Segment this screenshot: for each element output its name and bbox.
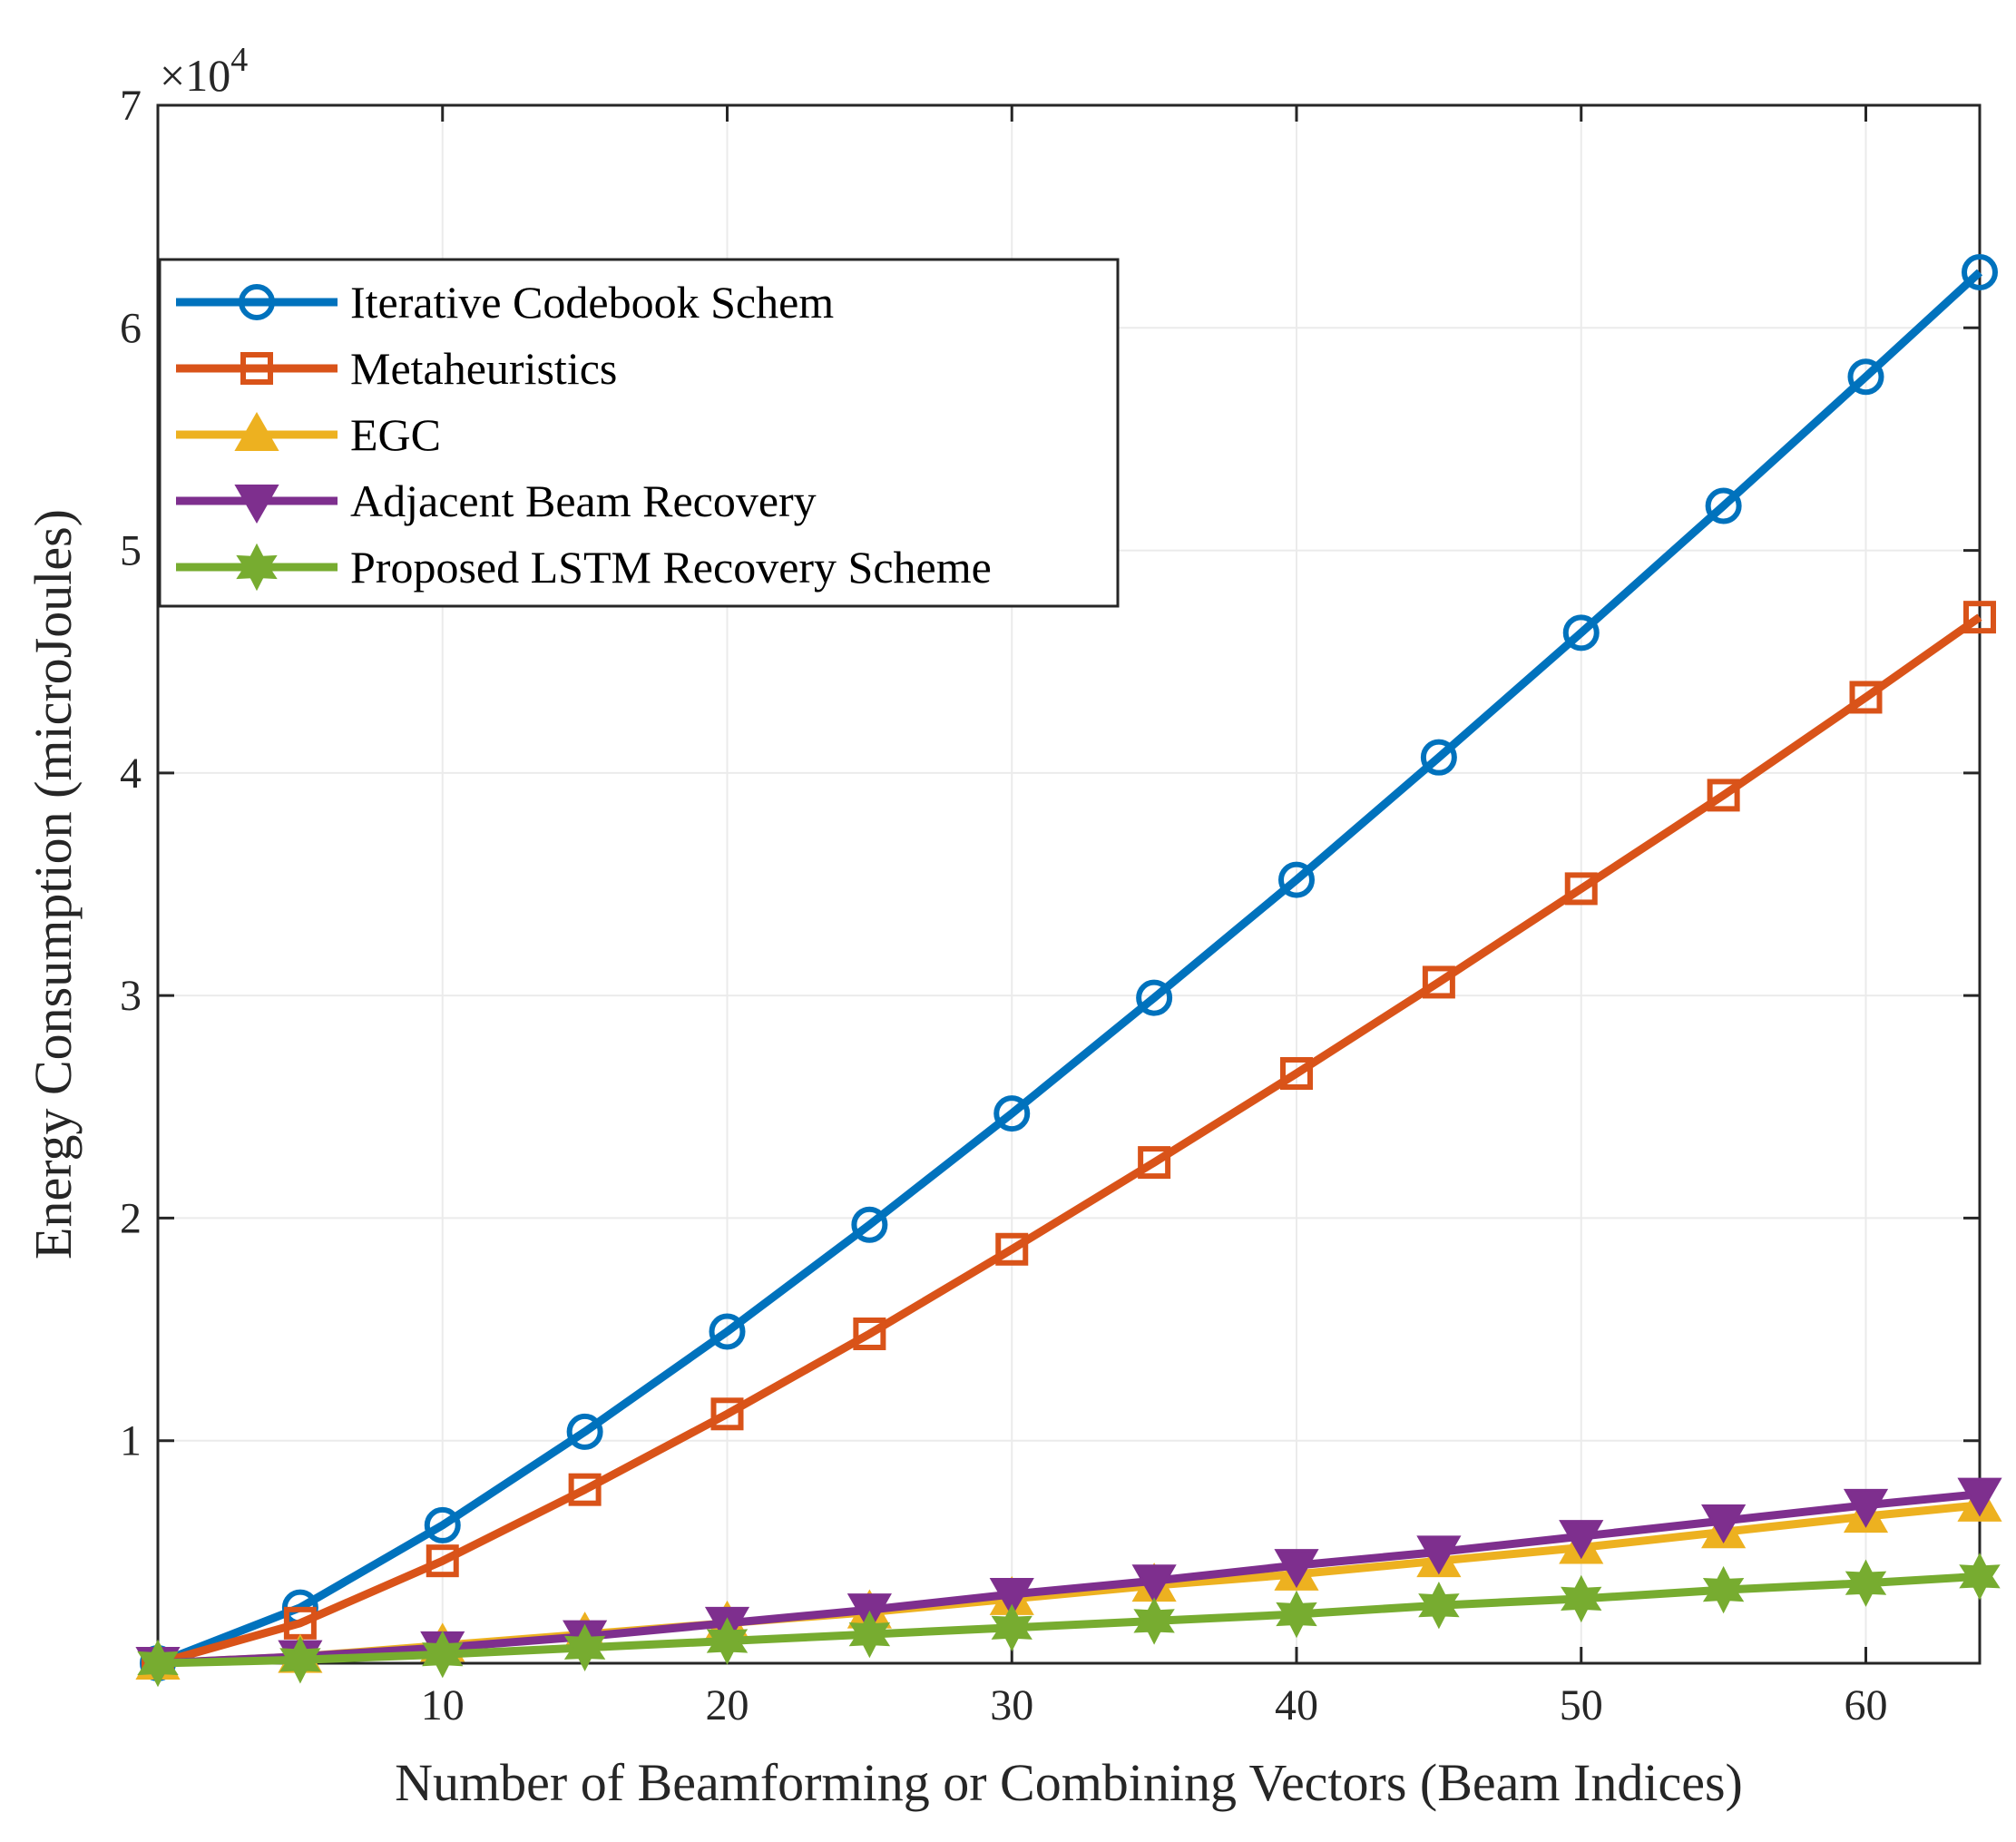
marker-circle [566,1413,603,1450]
marker-square [1422,965,1455,999]
y-tick-label: 5 [120,527,142,575]
marker-triangle-down [1957,1477,2002,1517]
marker-circle [1420,739,1457,776]
y-tick-label: 7 [120,82,142,130]
marker-circle [1562,614,1600,652]
marker-triangle-down [1701,1504,1747,1544]
marker-square [1280,1056,1313,1090]
marker-hexagram [991,1603,1032,1652]
series-line [156,269,1983,1668]
marker-circle [1278,861,1315,898]
y-exponent-base: ×10 [160,50,230,101]
marker-triangle-down [1559,1520,1604,1560]
marker-square [1138,1146,1171,1180]
marker-triangle-down [1843,1488,1889,1528]
legend-item: Adjacent Beam Recovery [176,475,817,526]
marker-hexagram [706,1617,749,1665]
series-line [157,1572,1981,1668]
series-1 [140,253,1998,1681]
x-tick-label: 10 [421,1681,465,1729]
marker-triangle-down [989,1577,1034,1617]
marker-hexagram [279,1636,321,1684]
marker-hexagram [1845,1559,1887,1607]
y-tick-label: 2 [120,1194,142,1242]
marker-square [1707,779,1740,812]
legend-item: Iterative Codebook Schem [176,277,834,328]
marker-hexagram [422,1631,464,1679]
marker-circle [851,1206,888,1243]
marker-circle [1136,979,1173,1016]
marker-square [240,352,273,385]
marker-hexagram [563,1623,606,1671]
marker-square [1963,601,1996,634]
series-line [157,1490,1981,1668]
y-tick-label: 3 [120,972,142,1020]
marker-circle [1847,358,1884,396]
y-tick-label: 1 [120,1417,142,1465]
legend-label: Iterative Codebook Schem [350,277,834,328]
marker-triangle-down [234,485,279,524]
marker-circle [709,1313,746,1350]
y-axis-label: Energy Consumption (microJoules) [24,509,83,1259]
marker-hexagram [848,1610,891,1659]
marker-circle [239,284,275,320]
marker-hexagram [1702,1565,1745,1614]
y-axis-exponent: ×104 [160,41,248,101]
y-tick-label: 6 [120,304,142,352]
legend-item: Proposed LSTM Recovery Scheme [176,542,992,593]
x-tick-label: 50 [1560,1681,1603,1729]
marker-triangle-down [1274,1549,1319,1589]
x-tick-label: 60 [1845,1681,1888,1729]
legend-label: Adjacent Beam Recovery [350,475,817,526]
marker-circle [424,1506,461,1543]
marker-square [710,1397,744,1431]
x-tick-label: 30 [990,1681,1033,1729]
marker-hexagram [1561,1574,1602,1623]
legend-label: Proposed LSTM Recovery Scheme [350,542,992,593]
x-axis-label: Number of Beamforming or Combining Vecto… [395,1753,1743,1812]
y-tick-label: 4 [120,750,142,798]
marker-hexagram [137,1639,179,1688]
marker-hexagram [1133,1597,1175,1645]
marker-triangle-up [234,411,279,451]
marker-circle [993,1095,1031,1132]
series-line [156,613,1982,1668]
marker-square [995,1232,1029,1266]
marker-triangle-down [1131,1564,1177,1604]
marker-square [1564,872,1598,906]
legend: Iterative Codebook Schem Metaheuristics EG… [158,258,1120,608]
legend-label: Metaheuristics [350,343,617,394]
y-exponent-power: 4 [230,41,248,79]
marker-square [568,1473,602,1506]
marker-triangle-down [1416,1535,1462,1575]
series-4 [135,1477,2002,1687]
plot-frame [156,103,1982,1665]
marker-circle [1705,487,1742,524]
x-tick-label: 20 [706,1681,749,1729]
marker-square [853,1317,886,1350]
marker-square [1849,681,1883,714]
series-group [135,253,2002,1688]
marker-hexagram [1959,1553,2001,1601]
marker-circle [1962,253,1998,290]
marker-hexagram [1418,1581,1460,1630]
axis-ticks: 10 20 30 40 50 60 1 2 3 4 5 6 7 [120,82,1980,1729]
marker-hexagram [236,543,278,592]
x-tick-label: 40 [1275,1681,1318,1729]
series-5 [137,1553,2001,1688]
legend-item: Metaheuristics [176,343,617,394]
legend-label: EGC [350,409,441,460]
legend-item: EGC [176,409,441,460]
marker-hexagram [1276,1590,1317,1639]
marker-square [426,1544,459,1578]
